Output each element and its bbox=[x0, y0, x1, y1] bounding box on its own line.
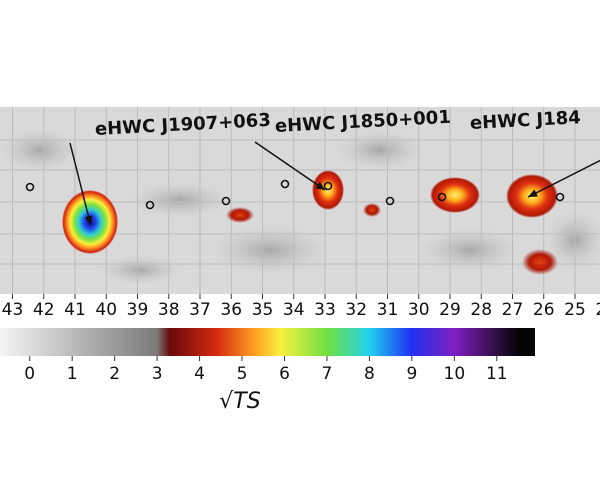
x-tick-label: 24 bbox=[595, 300, 600, 320]
noise bbox=[0, 128, 600, 285]
colorbar-tick-label: 5 bbox=[237, 364, 248, 384]
colorbar-tick-label: 6 bbox=[279, 364, 290, 384]
x-tick-label: 40 bbox=[95, 300, 117, 320]
markers bbox=[25, 179, 565, 210]
x-tick-label: 41 bbox=[64, 300, 86, 320]
source-blob bbox=[363, 203, 381, 217]
annotation-arrow bbox=[527, 159, 600, 198]
noise-blob bbox=[335, 130, 425, 170]
annotation-arrow bbox=[69, 142, 92, 226]
marker bbox=[385, 196, 395, 206]
marker bbox=[280, 179, 290, 189]
x-tick-label: 25 bbox=[564, 300, 586, 320]
colorbar-tick-label: 4 bbox=[194, 364, 205, 384]
x-tick-label: 37 bbox=[189, 300, 211, 320]
noise-blob bbox=[130, 182, 230, 218]
colorbar-tick-label: 8 bbox=[364, 364, 375, 384]
noise-blob bbox=[0, 128, 80, 172]
marker bbox=[25, 182, 35, 192]
colorbar-tick-label: 0 bbox=[24, 364, 35, 384]
x-tick-label: 34 bbox=[283, 300, 305, 320]
x-tick-label: 42 bbox=[33, 300, 55, 320]
colorbar-label: √TS bbox=[219, 389, 260, 414]
colorbar bbox=[0, 328, 535, 356]
grid bbox=[0, 107, 600, 294]
marker bbox=[221, 196, 231, 206]
colorbar-tick-label: 1 bbox=[67, 364, 78, 384]
noise-blob bbox=[420, 228, 520, 272]
source-blob bbox=[522, 249, 558, 275]
marker bbox=[323, 181, 333, 191]
x-tick-label: 38 bbox=[158, 300, 180, 320]
marker bbox=[555, 192, 565, 202]
source-blob bbox=[430, 177, 480, 213]
x-tick-label: 27 bbox=[502, 300, 524, 320]
colorbar-tick-label: 11 bbox=[486, 364, 508, 384]
colorbar-tick-label: 9 bbox=[406, 364, 417, 384]
annotation-arrow bbox=[254, 141, 326, 191]
x-tick-label: 30 bbox=[408, 300, 430, 320]
x-tick-label: 35 bbox=[252, 300, 274, 320]
x-tick-label: 43 bbox=[2, 300, 24, 320]
x-tick-label: 31 bbox=[377, 300, 399, 320]
noise-blob bbox=[210, 225, 330, 275]
x-tick-label: 32 bbox=[345, 300, 367, 320]
x-tick-label: 29 bbox=[439, 300, 461, 320]
marker bbox=[437, 192, 447, 202]
x-tick-label: 26 bbox=[533, 300, 555, 320]
marker bbox=[145, 200, 155, 210]
noise-blob bbox=[545, 210, 600, 270]
arrow-head bbox=[528, 189, 538, 197]
colorbar-tick-label: 3 bbox=[152, 364, 163, 384]
colorbar-tick-label: 10 bbox=[444, 364, 466, 384]
colorbar-tick-label: 2 bbox=[109, 364, 120, 384]
noise-blob bbox=[100, 255, 180, 285]
arrow-head bbox=[84, 215, 93, 225]
source-blob bbox=[226, 207, 254, 223]
x-tick-label: 36 bbox=[220, 300, 242, 320]
x-tick-label: 33 bbox=[314, 300, 336, 320]
colorbar-tick-label: 7 bbox=[322, 364, 333, 384]
x-tick-label: 28 bbox=[470, 300, 492, 320]
arrow-head bbox=[315, 181, 325, 190]
x-tick-label: 39 bbox=[127, 300, 149, 320]
